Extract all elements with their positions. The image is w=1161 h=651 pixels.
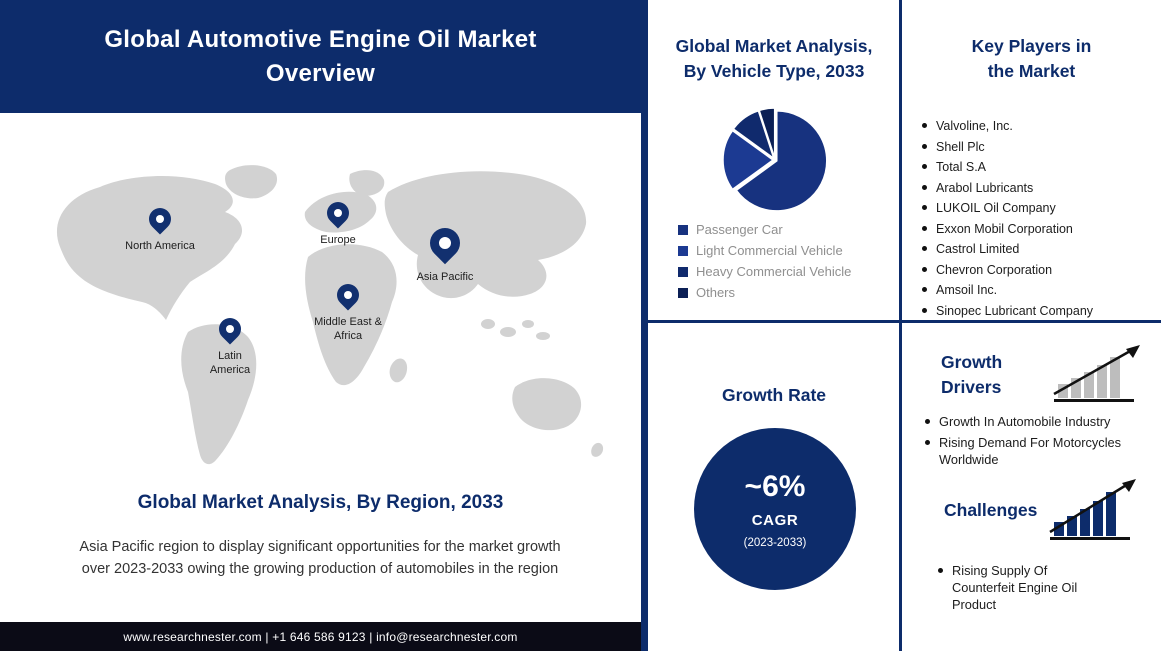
challenge-item: Rising Supply Of Counterfeit Engine Oil … <box>938 563 1108 614</box>
key-player-name: Amsoil Inc. <box>936 283 998 297</box>
growth-drivers-list: Growth In Automobile Industry Rising Dem… <box>925 414 1147 469</box>
challenges-heading: Challenges <box>944 500 1038 520</box>
key-player-name: LUKOIL Oil Company <box>936 201 1056 215</box>
legend-label: Light Commercial Vehicle <box>696 243 843 258</box>
legend-item: Heavy Commercial Vehicle <box>678 264 851 279</box>
key-player-item: Exxon Mobil Corporation <box>922 221 1154 238</box>
pie-slice <box>735 110 828 212</box>
bullet-icon <box>938 568 943 573</box>
growth-driver-item: Growth In Automobile Industry <box>925 414 1147 431</box>
key-player-name: Castrol Limited <box>936 242 1020 256</box>
key-player-name: Arabol Lubricants <box>936 180 1034 195</box>
key-player-item: Total S.A <box>922 159 1154 176</box>
key-player-name: Valvoline, Inc. <box>936 119 1013 133</box>
bullet-icon <box>925 439 930 445</box>
key-player-item: Chevron Corporation <box>922 262 1154 279</box>
vehicle-type-pie-wrap <box>720 105 830 215</box>
bullet-icon <box>922 143 927 149</box>
bullet-icon <box>922 184 927 190</box>
legend-item: Others <box>678 285 851 300</box>
legend-swatch <box>678 224 688 235</box>
map-pin-label: Europe <box>320 234 356 246</box>
growth-driver-text: Rising Demand For Motorcycles Worldwide <box>939 434 1122 467</box>
bullet-icon <box>925 419 930 424</box>
key-player-name: Total S.A <box>936 160 987 174</box>
page-title: Global Automotive Engine Oil Market Over… <box>104 25 537 87</box>
bullet-icon <box>922 307 927 313</box>
world-map-area: North America Europe Asia Pacific Middle… <box>20 152 620 477</box>
challenge-text: Rising Supply Of Counterfeit Engine Oil … <box>952 563 1078 612</box>
key-player-item: Castrol Limited <box>922 241 1154 258</box>
key-player-item: LUKOIL Oil Company <box>922 200 1154 217</box>
legend-swatch <box>678 287 688 298</box>
key-player-item: Shell Plc <box>922 139 1154 156</box>
bullet-icon <box>922 246 927 251</box>
key-player-name: Shell Plc <box>936 139 985 154</box>
key-player-name: Chevron Corporation <box>936 262 1053 277</box>
vehicle-type-pie <box>722 107 828 212</box>
growth-rate-period: (2023-2033) <box>743 536 807 549</box>
growth-rate-cagr-label: CAGR <box>751 511 799 529</box>
legend-label: Heavy Commercial Vehicle <box>696 264 852 279</box>
divider-right-columns <box>899 0 902 651</box>
bullet-icon <box>922 225 927 231</box>
divider-right-rows <box>648 320 1161 323</box>
challenges-list: Rising Supply Of Counterfeit Engine Oil … <box>938 563 1108 614</box>
bullet-icon <box>922 266 927 272</box>
map-pin-label: Latin America <box>209 350 251 376</box>
region-analysis-heading: Global Market Analysis, By Region, 2033 <box>137 492 504 513</box>
challenges-bar-chart-icon <box>1049 479 1136 540</box>
pie-slice <box>732 109 776 161</box>
growth-driver-item: Rising Demand For Motorcycles Worldwide <box>925 435 1147 469</box>
legend-swatch <box>678 266 688 277</box>
growth-driver-text: Growth In Automobile Industry <box>939 414 1111 429</box>
key-player-item: Arabol Lubricants <box>922 180 1154 197</box>
legend-swatch <box>678 245 688 256</box>
pie-slice <box>758 107 776 159</box>
world-map <box>56 165 604 465</box>
growth-rate-heading: Growth Rate <box>721 385 827 405</box>
map-pin-label: Asia Pacific <box>416 271 474 283</box>
bullet-icon <box>922 287 927 292</box>
legend-item: Passenger Car <box>678 222 851 237</box>
vehicle-type-legend: Passenger Car Light Commercial Vehicle H… <box>678 222 851 300</box>
bullet-icon <box>922 164 927 169</box>
pie-slice <box>722 129 775 191</box>
growth-drivers-heading: Growth Drivers <box>941 352 1003 397</box>
key-player-item: Amsoil Inc. <box>922 282 1154 299</box>
key-players-list: Valvoline, Inc. Shell Plc Total S.A Arab… <box>922 118 1154 319</box>
key-player-name: Exxon Mobil Corporation <box>936 221 1073 236</box>
key-player-name: Sinopec Lubricant Company <box>936 303 1094 318</box>
footer-contact-text: www.researchnester.com | +1 646 586 9123… <box>123 629 518 644</box>
key-players-heading: Key Players in the Market <box>971 36 1092 81</box>
growth-bar-chart-icon <box>1053 345 1140 402</box>
key-player-item: Valvoline, Inc. <box>922 118 1154 135</box>
legend-label: Passenger Car <box>696 222 783 237</box>
growth-rate-badge: ~6% CAGR (2023-2033) <box>694 428 856 590</box>
legend-item: Light Commercial Vehicle <box>678 243 851 258</box>
region-analysis-description: Asia Pacific region to display significa… <box>79 539 561 578</box>
growth-rate-value: ~6% <box>744 469 806 503</box>
map-pin-label: North America <box>125 240 195 252</box>
vehicle-type-heading: Global Market Analysis, By Vehicle Type,… <box>675 36 873 81</box>
bullet-icon <box>922 123 927 128</box>
key-player-item: Sinopec Lubricant Company <box>922 303 1154 320</box>
footer-band: www.researchnester.com | +1 646 586 9123… <box>0 622 641 651</box>
legend-label: Others <box>696 285 736 300</box>
bullet-icon <box>922 205 927 210</box>
map-pin-label: Middle East & Africa <box>314 316 382 342</box>
header-band: Global Automotive Engine Oil Market Over… <box>0 0 641 113</box>
divider-left-right <box>641 0 648 651</box>
